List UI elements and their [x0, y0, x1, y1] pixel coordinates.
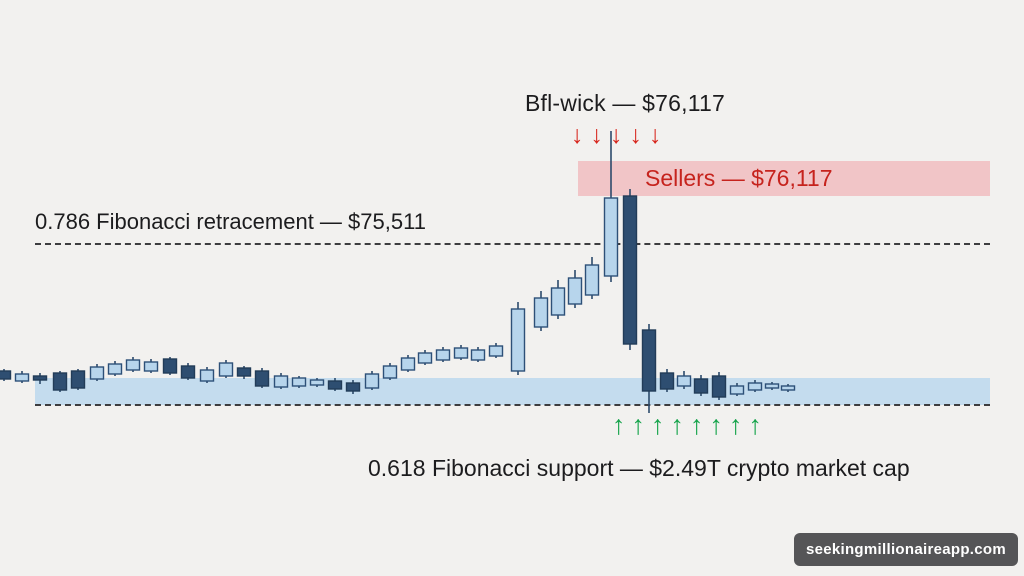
candle-bull [400, 357, 416, 371]
sell-pressure-arrows: ↓ ↓ ↓ ↓ ↓ [571, 121, 662, 150]
candle-bull [125, 359, 141, 371]
watermark-badge: seekingmillionaireapp.com [793, 533, 1018, 566]
up-arrow-icon: ↑ [631, 410, 646, 440]
up-arrow-icon: ↑ [690, 410, 704, 440]
down-arrow-icon: ↓ [571, 121, 584, 149]
candle-bear [162, 358, 178, 374]
candle-bear [236, 367, 252, 377]
candle-bull [567, 277, 583, 305]
candle-bear [180, 365, 196, 379]
candle-bull [470, 349, 486, 361]
up-arrow-icon: ↑ [748, 410, 763, 440]
buy-pressure-arrows: ↑ ↑ ↑ ↑ ↑ ↑ ↑ ↑ [612, 410, 763, 441]
down-arrow-icon: ↓ [610, 121, 623, 149]
sellers-zone: Sellers — $76,117 [578, 161, 990, 196]
candle-bear [622, 195, 638, 345]
sellers-zone-label: Sellers — $76,117 [645, 165, 833, 191]
down-arrow-icon: ↓ [629, 121, 643, 149]
candle-bull [603, 197, 619, 277]
candle-bull [382, 365, 398, 379]
up-arrow-icon: ↑ [612, 410, 626, 440]
up-arrow-icon: ↑ [709, 410, 724, 440]
up-arrow-icon: ↑ [651, 410, 665, 440]
wick-annotation-label: Bfl-wick — $76,117 [524, 90, 726, 116]
candle-bull [453, 347, 469, 359]
down-arrow-icon: ↓ [590, 121, 604, 149]
up-arrow-icon: ↑ [670, 410, 685, 440]
candle-bull [143, 361, 159, 372]
candle-bull [584, 264, 600, 296]
candle-bull [550, 287, 566, 316]
fib-support-label: 0.618 Fibonacci support — $2.49T crypto … [368, 455, 910, 481]
down-arrow-icon: ↓ [649, 121, 662, 149]
candle-bull [218, 362, 234, 377]
fib-retracement-label: 0.786 Fibonacci retracement — $75,511 [35, 209, 426, 234]
candle-bull [417, 352, 433, 364]
up-arrow-icon: ↑ [729, 410, 743, 440]
fib-retracement-dashed-line [35, 243, 990, 245]
candle-bull [14, 373, 30, 382]
fib-support-dashed-line [35, 404, 990, 406]
candle-bull [533, 297, 549, 328]
candle-bull [435, 349, 451, 361]
candle-bull [107, 363, 123, 375]
candle-bull [510, 308, 526, 372]
candle-bear [0, 370, 12, 380]
support-zone [35, 378, 990, 405]
candle-bull [488, 345, 504, 357]
